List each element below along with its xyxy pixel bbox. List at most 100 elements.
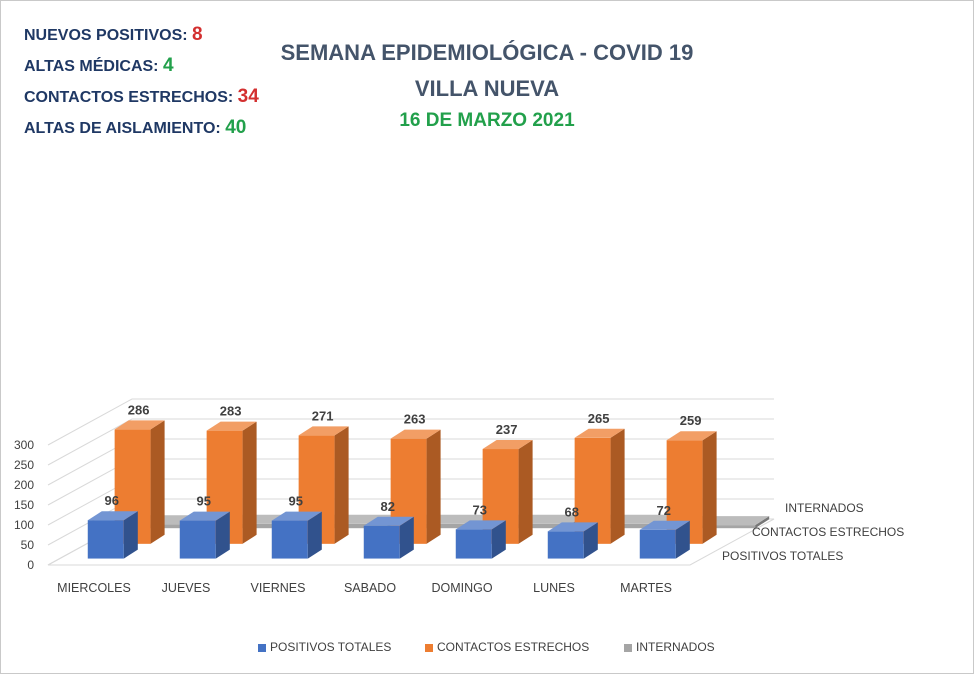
stat-altas-medicas: ALTAS MÉDICAS: 4 (24, 55, 174, 77)
positivos-bar (639, 520, 690, 559)
contactos-bar (390, 429, 441, 544)
data-label: 286 (128, 402, 150, 417)
positivos-bar (547, 522, 598, 559)
data-label: 72 (657, 503, 671, 518)
stat-value: 34 (237, 86, 259, 107)
legend-item-positivos: POSITIVOS TOTALES (258, 640, 391, 654)
data-label: 283 (220, 404, 242, 419)
bar-front (363, 525, 400, 559)
bar-top (114, 420, 165, 430)
stat-label: ALTAS MÉDICAS: (24, 58, 163, 75)
bar-top (666, 431, 717, 441)
bar-front (271, 520, 308, 559)
data-label: 237 (496, 422, 518, 437)
positivos-bar (455, 520, 506, 559)
stat-altas-aislamiento: ALTAS DE AISLAMIENTO: 40 (24, 117, 246, 139)
stat-value: 8 (192, 24, 203, 45)
depth-axis-label: POSITIVOS TOTALES (722, 549, 843, 563)
y-tick-label: 50 (21, 538, 35, 552)
bar-top (482, 440, 533, 449)
bar-top (390, 429, 441, 439)
depth-axis-label: CONTACTOS ESTRECHOS (752, 525, 904, 539)
bar-top (574, 428, 625, 438)
legend-label: INTERNADOS (636, 640, 715, 654)
data-label: 82 (381, 499, 395, 514)
bar-front (87, 520, 124, 559)
bar-top (298, 426, 349, 436)
bar-top (363, 516, 414, 526)
positivos-bar (363, 516, 414, 559)
bar-top (547, 522, 598, 532)
data-label: 73 (473, 502, 487, 517)
y-tick-label: 150 (14, 498, 34, 512)
bar-top (179, 511, 230, 521)
y-tick-label: 100 (14, 518, 34, 532)
data-label: 68 (565, 504, 579, 519)
y-tick-label: 200 (14, 478, 34, 492)
depth-axis-label: INTERNADOS (785, 501, 864, 515)
bar-side (702, 431, 717, 544)
legend-item-contactos: CONTACTOS ESTRECHOS (425, 640, 589, 654)
x-tick-label: DOMINGO (431, 581, 492, 595)
data-label: 95 (289, 494, 303, 509)
stat-label: ALTAS DE AISLAMIENTO: (24, 120, 226, 137)
y-tick-label: 0 (27, 558, 34, 572)
chart-title: SEMANA EPIDEMIOLÓGICA - COVID 19 (280, 40, 694, 65)
bar-side (491, 520, 506, 559)
bar-side (675, 520, 690, 559)
x-tick-label: MIERCOLES (57, 581, 131, 595)
bar-top (271, 511, 322, 521)
stat-label: NUEVOS POSITIVOS: (24, 27, 193, 44)
x-tick-label: JUEVES (162, 581, 211, 595)
positivos-bar (271, 511, 322, 559)
chart-date: 16 DE MARZO 2021 (399, 110, 575, 131)
bar-top (455, 520, 506, 530)
gridline (47, 418, 774, 466)
bar-top (206, 421, 257, 431)
legend-item-internados: INTERNADOS (624, 640, 715, 654)
bar-side (399, 516, 414, 559)
bar-front (639, 529, 676, 559)
legend-swatch (624, 643, 632, 652)
legend-swatch (425, 643, 433, 652)
data-label: 271 (312, 408, 334, 423)
bar-side (518, 440, 533, 544)
bar-side (123, 511, 138, 559)
data-label: 263 (404, 412, 426, 427)
contactos-bar (114, 420, 165, 544)
bar-side (242, 421, 257, 544)
stat-contactos-estrechos: CONTACTOS ESTRECHOS: 34 (24, 86, 259, 108)
bar-side (610, 428, 625, 544)
x-tick-label: MARTES (620, 581, 672, 595)
bar-top (639, 520, 690, 530)
legend-label: POSITIVOS TOTALES (270, 640, 392, 654)
chart-subtitle: VILLA NUEVA (414, 76, 560, 101)
y-tick-label: 300 (14, 438, 34, 452)
legend-label: CONTACTOS ESTRECHOS (437, 640, 590, 654)
bar-side (334, 426, 349, 544)
x-tick-label: SABADO (344, 581, 396, 595)
bar-front (547, 531, 584, 559)
x-tick-label: LUNES (533, 581, 575, 595)
positivos-bar (179, 511, 230, 559)
bar-top (87, 511, 138, 521)
bar-side (583, 522, 598, 559)
data-label: 96 (105, 493, 119, 508)
legend-swatch (258, 643, 266, 652)
bar-side (215, 511, 230, 559)
bar-front (455, 529, 492, 559)
data-label: 95 (197, 494, 211, 509)
y-tick-label: 250 (14, 458, 34, 472)
stat-value: 40 (225, 117, 247, 138)
data-label: 259 (680, 413, 702, 428)
bar-front (179, 520, 216, 559)
bar-side (150, 420, 165, 544)
gridline (47, 398, 774, 446)
bar-side (755, 516, 770, 529)
x-tick-label: VIERNES (251, 581, 306, 595)
stat-label: CONTACTOS ESTRECHOS: (24, 89, 238, 106)
data-label: 265 (588, 411, 610, 426)
stat-value: 4 (162, 55, 174, 76)
